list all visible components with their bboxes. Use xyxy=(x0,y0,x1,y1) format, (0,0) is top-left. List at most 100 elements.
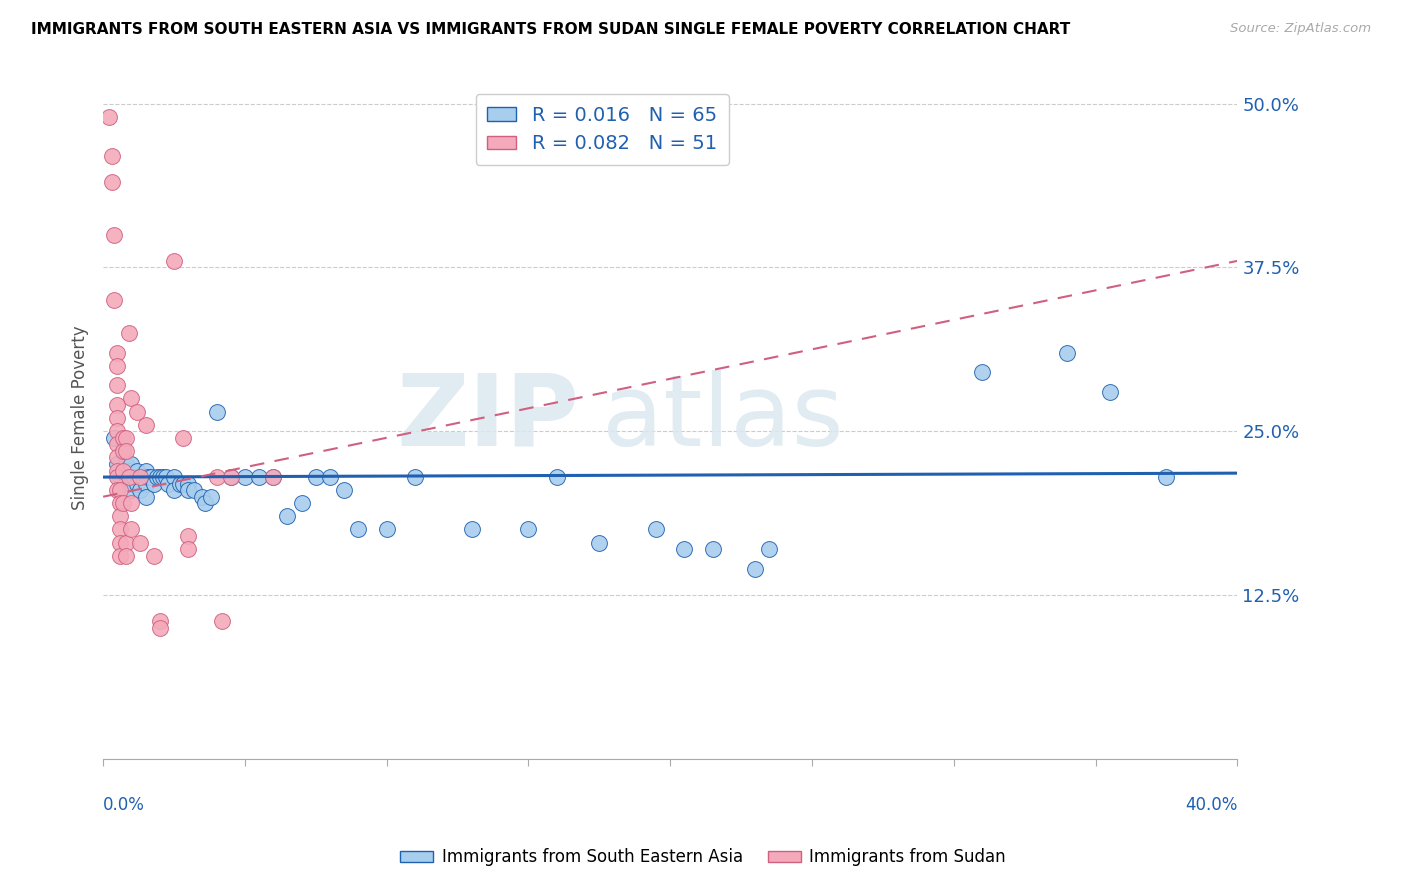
Point xyxy=(172,431,194,445)
Point xyxy=(141,470,163,484)
Point xyxy=(143,549,166,563)
Point xyxy=(129,535,152,549)
Point xyxy=(118,326,141,340)
Point xyxy=(114,431,136,445)
Point xyxy=(103,431,125,445)
Point xyxy=(121,496,143,510)
Point xyxy=(972,365,994,379)
Point xyxy=(183,483,205,498)
Point xyxy=(588,535,610,549)
Point xyxy=(127,404,149,418)
Point xyxy=(105,470,128,484)
Point xyxy=(194,496,217,510)
Point xyxy=(129,470,152,484)
Text: 40.0%: 40.0% xyxy=(1185,797,1237,814)
Point xyxy=(233,470,256,484)
Point xyxy=(163,253,186,268)
Point xyxy=(100,175,122,189)
Point xyxy=(121,523,143,537)
Point xyxy=(105,378,128,392)
Point xyxy=(108,483,131,498)
Point xyxy=(111,463,134,477)
Point xyxy=(111,496,134,510)
Point xyxy=(108,549,131,563)
Point xyxy=(135,463,157,477)
Point xyxy=(149,621,172,635)
Point xyxy=(118,470,141,484)
Point xyxy=(291,496,314,510)
Point xyxy=(108,470,131,484)
Point xyxy=(333,483,356,498)
Point xyxy=(135,417,157,432)
Point xyxy=(132,470,155,484)
Point xyxy=(121,470,143,484)
Point xyxy=(546,470,568,484)
Point xyxy=(169,476,191,491)
Point xyxy=(121,457,143,471)
Text: atlas: atlas xyxy=(602,369,844,467)
Point xyxy=(152,470,174,484)
Y-axis label: Single Female Poverty: Single Female Poverty xyxy=(72,326,89,510)
Point xyxy=(111,443,134,458)
Point xyxy=(347,523,370,537)
Point xyxy=(114,535,136,549)
Point xyxy=(103,293,125,308)
Point xyxy=(105,345,128,359)
Point xyxy=(111,431,134,445)
Point xyxy=(155,470,177,484)
Point xyxy=(129,470,152,484)
Point xyxy=(200,490,222,504)
Point xyxy=(127,476,149,491)
Point xyxy=(744,562,766,576)
Text: 0.0%: 0.0% xyxy=(103,797,145,814)
Point xyxy=(219,470,242,484)
Point xyxy=(172,476,194,491)
Point xyxy=(111,443,134,458)
Point xyxy=(100,149,122,163)
Point xyxy=(143,476,166,491)
Point xyxy=(114,549,136,563)
Point xyxy=(105,483,128,498)
Point xyxy=(105,398,128,412)
Point xyxy=(114,470,136,484)
Point xyxy=(108,535,131,549)
Point xyxy=(645,523,668,537)
Point xyxy=(111,463,134,477)
Point xyxy=(517,523,540,537)
Point xyxy=(108,523,131,537)
Point xyxy=(211,614,233,628)
Point xyxy=(247,470,270,484)
Point xyxy=(118,476,141,491)
Point xyxy=(758,542,780,557)
Point xyxy=(127,463,149,477)
Point xyxy=(138,470,160,484)
Point xyxy=(105,359,128,373)
Point xyxy=(129,483,152,498)
Point xyxy=(262,470,284,484)
Point xyxy=(149,614,172,628)
Point xyxy=(177,542,200,557)
Point xyxy=(105,437,128,451)
Point xyxy=(108,509,131,524)
Point xyxy=(157,476,180,491)
Point xyxy=(305,470,328,484)
Point xyxy=(105,450,128,465)
Point xyxy=(404,470,426,484)
Point xyxy=(1098,384,1121,399)
Point xyxy=(105,424,128,438)
Point xyxy=(105,463,128,477)
Point xyxy=(177,529,200,543)
Point xyxy=(262,470,284,484)
Point xyxy=(205,470,228,484)
Point xyxy=(205,404,228,418)
Point xyxy=(121,392,143,406)
Point xyxy=(114,443,136,458)
Point xyxy=(103,227,125,242)
Legend: R = 0.016   N = 65, R = 0.082   N = 51: R = 0.016 N = 65, R = 0.082 N = 51 xyxy=(475,94,728,165)
Text: Source: ZipAtlas.com: Source: ZipAtlas.com xyxy=(1230,22,1371,36)
Point xyxy=(163,483,186,498)
Point xyxy=(375,523,398,537)
Point xyxy=(319,470,342,484)
Point xyxy=(702,542,724,557)
Point xyxy=(135,476,157,491)
